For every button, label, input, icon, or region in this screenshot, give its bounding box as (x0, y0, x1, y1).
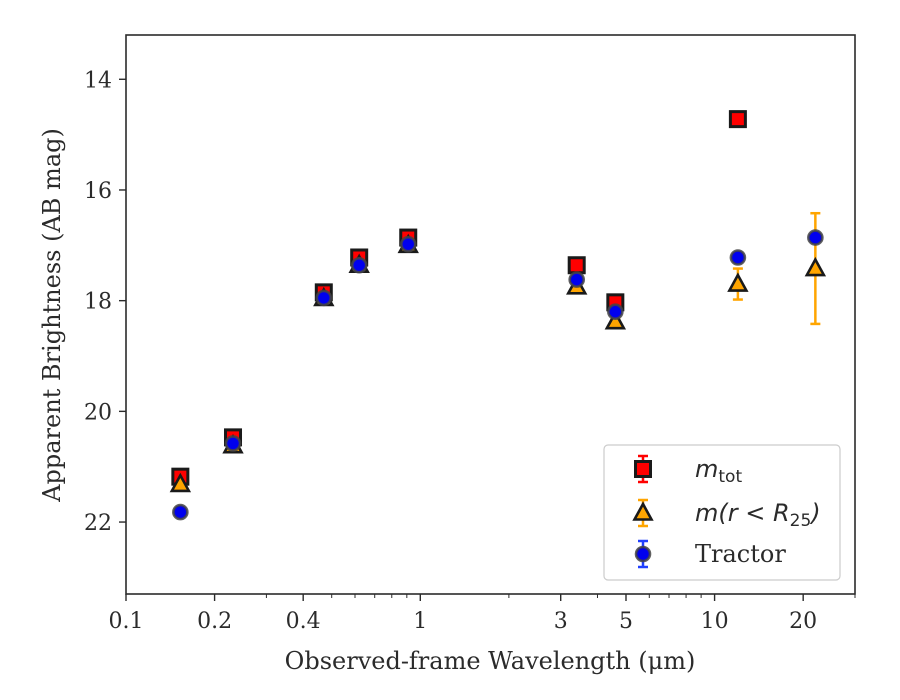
data-point-triangle (807, 260, 824, 276)
x-tick-label: 0.4 (286, 609, 321, 634)
data-point-circle (317, 291, 331, 305)
chart: 0.1 0.2 0.4 1 3 5 10 20 14 16 18 20 22 Observed-fra… (0, 0, 900, 700)
data-point-triangle (729, 275, 746, 291)
scatter-plot: 0.1 0.2 0.4 1 3 5 10 20 14 16 18 20 22 Observed-fra… (0, 0, 900, 700)
legend-label: Tractor (695, 540, 786, 568)
y-tick-label: 20 (84, 400, 112, 425)
data-point-circle (731, 250, 745, 264)
y-tick-label: 22 (84, 511, 112, 536)
x-tick-label: 20 (789, 609, 817, 634)
x-tick-label: 1 (413, 609, 427, 634)
legend-marker-circle (636, 547, 650, 561)
y-axis-label: Apparent Brightness (AB mag) (38, 128, 66, 503)
data-point-circle (570, 273, 584, 287)
legend-marker-square (636, 462, 651, 477)
x-tick-label: 10 (701, 609, 729, 634)
data-point-circle (352, 258, 366, 272)
x-axis: 0.1 0.2 0.4 1 3 5 10 20 (109, 594, 856, 634)
y-tick-label: 14 (84, 68, 112, 93)
data-point-circle (608, 305, 622, 319)
x-tick-label: 0.1 (109, 609, 144, 634)
x-tick-label: 0.2 (197, 609, 232, 634)
x-tick-label: 3 (554, 609, 568, 634)
data-point-circle (401, 237, 415, 251)
data-point-square (730, 112, 745, 127)
x-tick-label: 5 (619, 609, 633, 634)
data-point-circle (808, 231, 822, 245)
y-axis: 14 16 18 20 22 (84, 68, 126, 536)
data-point-circle (173, 505, 187, 519)
x-axis-label: Observed-frame Wavelength (μm) (285, 647, 696, 675)
y-tick-label: 18 (84, 290, 112, 315)
data-point-circle (226, 436, 240, 450)
data-point-square (569, 258, 584, 273)
y-tick-label: 16 (84, 179, 112, 204)
